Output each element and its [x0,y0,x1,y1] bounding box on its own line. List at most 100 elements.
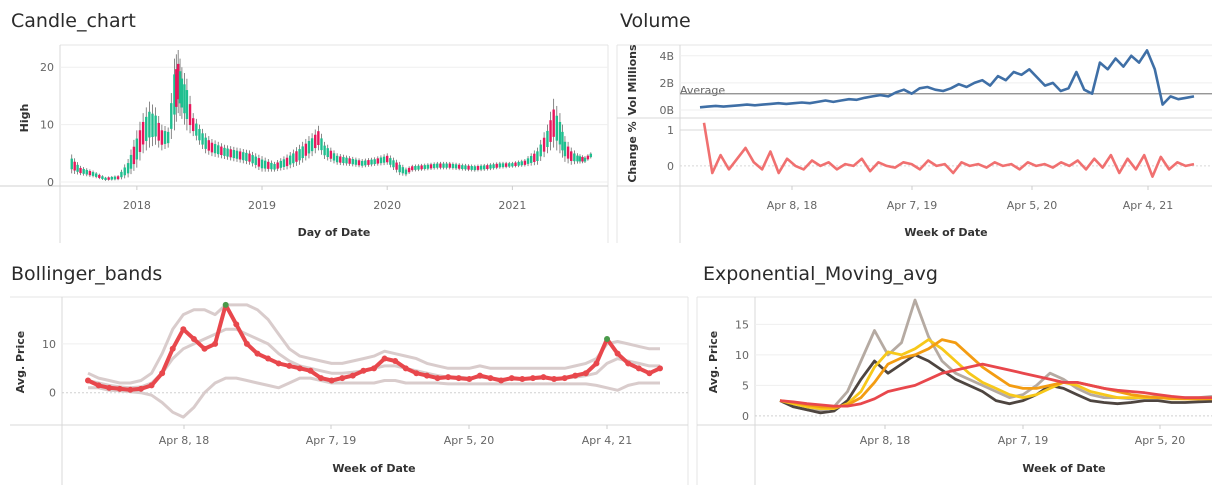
bollinger-price-point [328,377,335,384]
candle-body [570,151,573,161]
candle-body [345,157,348,164]
candle-body [141,121,145,145]
candle-body [348,158,351,164]
candle-body [180,78,184,108]
candle-body [104,177,107,180]
candle-body [483,165,486,170]
candle-x-tick: 2019 [248,199,276,212]
ema-y-tick: 15 [735,318,749,331]
candle-body [292,153,295,164]
change-series-line [702,122,1195,178]
candle-body [420,165,423,170]
candle-y-tick: 20 [40,61,54,74]
candle-body [76,164,79,172]
bollinger-middle-band [87,327,660,390]
candle-body [298,149,301,161]
volume-y-label-bottom: Change % [626,121,639,182]
candle-body [88,171,92,176]
bollinger-lower-band [88,376,660,419]
candle-body [392,160,395,168]
candle-body [178,71,182,104]
bollinger-price-point [265,355,272,362]
candle-body [329,150,333,159]
bollinger-price-point [540,374,547,381]
candle-body [323,145,326,156]
candle-body [301,146,304,159]
bollinger-price-point [498,377,505,384]
bollinger-price-point [561,375,568,382]
candle-body [279,160,282,168]
volume-series-line [699,49,1195,109]
candle-body [563,141,567,157]
bollinger-x-tick: Apr 4, 21 [582,434,633,447]
candle-body [382,156,386,163]
candle-body [332,153,336,161]
bollinger-price-point [212,340,219,347]
candle-x-tick: 2021 [498,199,526,212]
candle-body [436,163,439,168]
volume-x-tick: Apr 5, 20 [1007,199,1058,212]
bollinger-x-label: Week of Date [332,462,415,475]
candle-body [245,152,248,161]
volume-chart: Vol Millions Change % Week of Date Avera… [616,44,1212,243]
candle-body [295,151,298,162]
bollinger-price-point [127,386,134,393]
candle-body [533,153,536,162]
candle-body [116,176,120,180]
bollinger-chart: Avg. Price Week of Date 0 10 Apr 8, 18 Apr … [10,296,689,485]
candle-body [511,163,514,167]
bollinger-price-point [423,372,430,379]
bollinger-chart-title: Bollinger_bands [11,263,163,285]
candle-body [223,147,226,156]
candle-body [386,155,389,163]
candle-body [445,163,448,168]
bollinger-price-point [233,321,240,328]
candle-body [464,165,467,170]
bollinger-price-point [646,370,653,377]
candle-body [351,158,354,165]
candle-body [542,137,546,152]
candle-body [267,161,270,169]
candle-body [288,155,292,165]
candle-body [320,138,323,151]
candle-body [536,151,539,161]
candle-body [185,90,189,119]
bollinger-price-point [625,360,632,367]
candle-body [238,151,242,160]
ema-y-tick: 0 [742,410,749,423]
candle-x-label: Day of Date [298,226,371,239]
bollinger-price-point [360,367,367,374]
bollinger-price-point [529,375,536,382]
candle-body [407,167,411,173]
volume-chart-title: Volume [620,10,691,32]
bollinger-price-point [95,382,102,389]
ema-series-line [779,362,1212,408]
candle-body [432,163,436,169]
candle-body [220,146,223,156]
candle-body [201,133,204,145]
candle-body [429,164,433,169]
candle-body [457,164,461,169]
candle-body [138,130,142,152]
candle-body [123,167,126,176]
candle-body [373,159,376,165]
candle-body [154,115,157,137]
candle-body [166,131,170,144]
candle-body [260,159,264,169]
candle-body [504,163,508,167]
bollinger-price-point [222,301,229,308]
candle-body [198,129,201,141]
candle-body [523,160,527,165]
bollinger-price-point [466,376,473,383]
candle-body [529,156,533,163]
bollinger-price-point [371,365,377,372]
candle-body [508,163,511,167]
candle-body [173,74,176,115]
candle-body [423,165,426,170]
bollinger-price-point [318,375,325,382]
candle-body [586,155,590,160]
candle-body [107,177,110,180]
candle-body [370,159,373,165]
bollinger-x-tick: Apr 5, 20 [444,434,495,447]
candle-body [479,165,483,170]
